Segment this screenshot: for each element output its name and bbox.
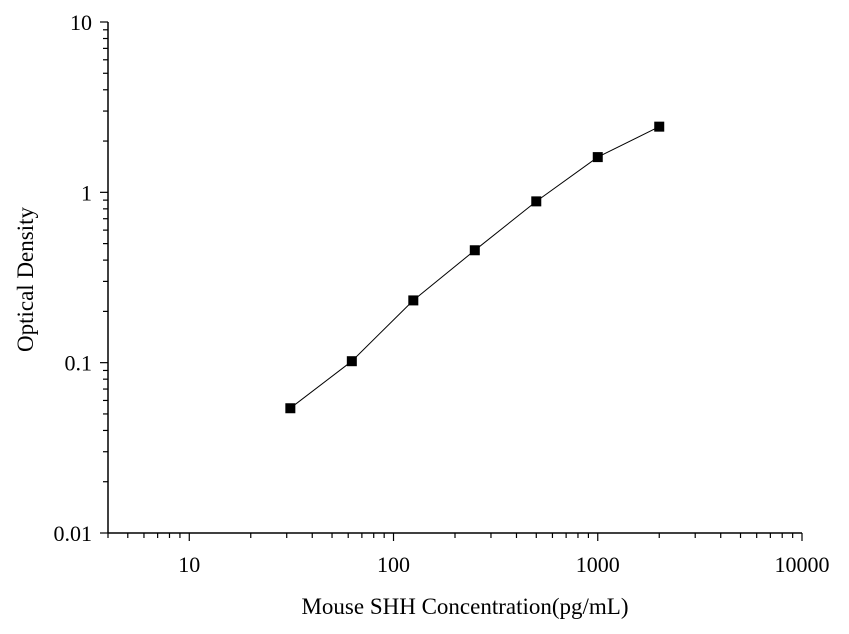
fit-line bbox=[289, 126, 660, 409]
x-axis-label: Mouse SHH Concentration(pg/mL) bbox=[301, 594, 628, 619]
data-point bbox=[408, 295, 419, 306]
data-point bbox=[469, 245, 480, 256]
y-tick-label: 10 bbox=[70, 10, 92, 35]
x-tick-label: 10 bbox=[178, 552, 200, 577]
x-tick-label: 10000 bbox=[775, 552, 830, 577]
y-tick-label: 0.01 bbox=[54, 521, 93, 546]
axes bbox=[100, 21, 803, 541]
y-tick-label: 0.1 bbox=[65, 351, 93, 376]
data-point bbox=[654, 121, 665, 132]
data-point bbox=[285, 403, 296, 414]
fit-line-group bbox=[289, 126, 660, 409]
x-tick-label: 1000 bbox=[576, 552, 620, 577]
data-points bbox=[285, 121, 665, 414]
data-point bbox=[531, 196, 542, 207]
y-tick-label: 1 bbox=[81, 180, 92, 205]
x-tick-label: 100 bbox=[377, 552, 410, 577]
data-point bbox=[592, 152, 603, 163]
data-point bbox=[346, 356, 357, 367]
y-axis-label: Optical Density bbox=[13, 207, 38, 352]
tick-labels: 10 100 1000 10000 0.01 0.1 1 10 bbox=[54, 10, 830, 577]
